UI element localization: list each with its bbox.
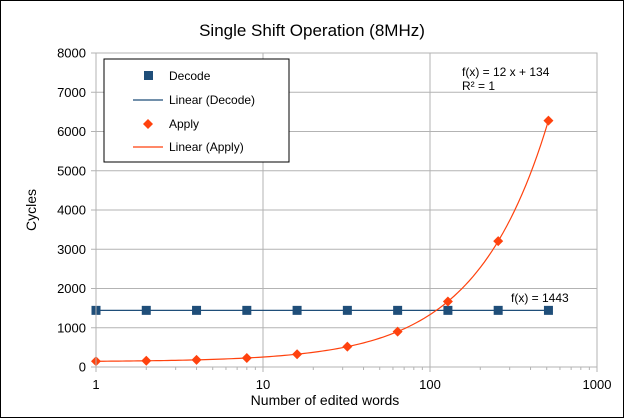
- apply-trend-r2: R² = 1: [462, 79, 495, 93]
- decode-point: [292, 305, 302, 315]
- x-tick-label: 10: [256, 377, 270, 392]
- apply-point: [392, 326, 403, 337]
- legend-apply-marker: [143, 119, 153, 129]
- x-tick-label: 1: [92, 377, 99, 392]
- chart-title: Single Shift Operation (8MHz): [199, 21, 425, 40]
- legend: Decode Linear (Decode) Apply Linear (App…: [103, 58, 290, 163]
- y-tick-label: 3000: [57, 242, 86, 257]
- decode-point: [192, 305, 202, 315]
- trendlines: [95, 120, 550, 362]
- decode-point: [443, 305, 453, 315]
- decode-trend-formula: f(x) = 1443: [511, 291, 569, 305]
- y-tick-label: 4000: [57, 203, 86, 218]
- apply-point: [191, 354, 202, 365]
- decode-point: [242, 305, 252, 315]
- apply-point: [292, 349, 303, 360]
- y-tick-label: 5000: [57, 163, 86, 178]
- y-tick-label: 0: [79, 360, 86, 375]
- y-tick-label: 8000: [57, 46, 86, 61]
- apply-point: [493, 236, 504, 247]
- apply-point: [241, 352, 252, 363]
- y-tick-label: 1000: [57, 320, 86, 335]
- y-tick-label: 2000: [57, 281, 86, 296]
- legend-apply-label: Apply: [169, 117, 199, 131]
- y-tick-label: 7000: [57, 85, 86, 100]
- apply-trend-formula: f(x) = 12 x + 134: [462, 65, 550, 79]
- decode-point: [493, 305, 503, 315]
- x-axis-label: Number of edited words: [251, 392, 400, 408]
- plot-area-border: [95, 52, 598, 368]
- x-tick-label: 100: [419, 377, 441, 392]
- legend-linear-apply-label: Linear (Apply): [169, 140, 244, 154]
- trendline-apply: [95, 120, 550, 362]
- tick-labels: 0 1000 2000 3000 4000 5000 6000 7000 8000 1 10 100 1…: [57, 46, 611, 393]
- decode-point: [393, 305, 403, 315]
- legend-box: [103, 58, 290, 163]
- decode-point: [141, 305, 151, 315]
- y-tick-label: 6000: [57, 124, 86, 139]
- legend-decode-label: Decode: [169, 69, 211, 83]
- legend-decode-marker: [144, 71, 153, 80]
- apply-point: [442, 296, 453, 307]
- apply-point: [141, 355, 152, 366]
- y-axis-label: Cycles: [23, 189, 39, 231]
- legend-linear-decode-label: Linear (Decode): [169, 93, 255, 107]
- decode-point: [342, 305, 352, 315]
- x-tick-label: 1000: [583, 377, 612, 392]
- apply-point: [543, 115, 554, 126]
- apply-point: [342, 341, 353, 352]
- decode-point: [543, 305, 553, 315]
- axes: [95, 52, 598, 370]
